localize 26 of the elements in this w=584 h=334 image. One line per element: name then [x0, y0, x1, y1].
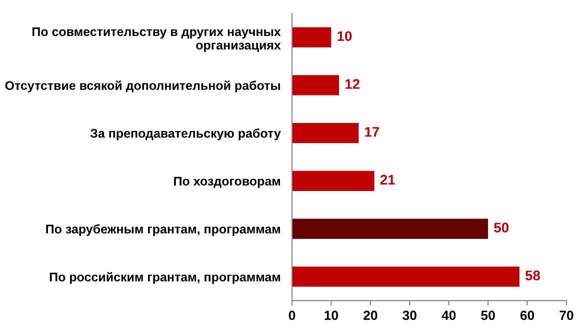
- y-tick-label: По хоздоговорам: [174, 176, 280, 188]
- x-tick-label: 10: [324, 310, 338, 320]
- data-label: 58: [525, 270, 540, 280]
- x-tick-label: 40: [442, 310, 456, 320]
- x-tick-label: 70: [560, 310, 574, 320]
- x-tick-label: 30: [402, 310, 416, 320]
- x-tick-label: 0: [288, 310, 296, 320]
- bar: [292, 266, 520, 287]
- x-tick-label: 50: [481, 310, 495, 320]
- bar: [292, 122, 359, 144]
- data-label: 10: [338, 31, 352, 42]
- y-tick-label: За преподавательскую работу: [90, 128, 281, 140]
- bar: [292, 27, 332, 48]
- data-label: 21: [380, 174, 395, 185]
- x-tick-label: 20: [364, 310, 378, 320]
- bar: [292, 75, 340, 96]
- bar: [292, 170, 374, 191]
- x-tick-label: 60: [520, 310, 534, 320]
- y-tick-label: По российским грантам, программам: [50, 272, 280, 284]
- data-label: 12: [345, 79, 360, 89]
- y-tick-label: Отсутствие всякой дополнительной работы: [5, 80, 280, 92]
- data-label: 17: [365, 127, 380, 137]
- data-label: 50: [494, 222, 508, 233]
- y-tick-label: По зарубежным грантам, программам: [46, 224, 280, 236]
- bar: [292, 218, 488, 239]
- y-tick-label: По совместительству в других научных организациях: [32, 27, 281, 52]
